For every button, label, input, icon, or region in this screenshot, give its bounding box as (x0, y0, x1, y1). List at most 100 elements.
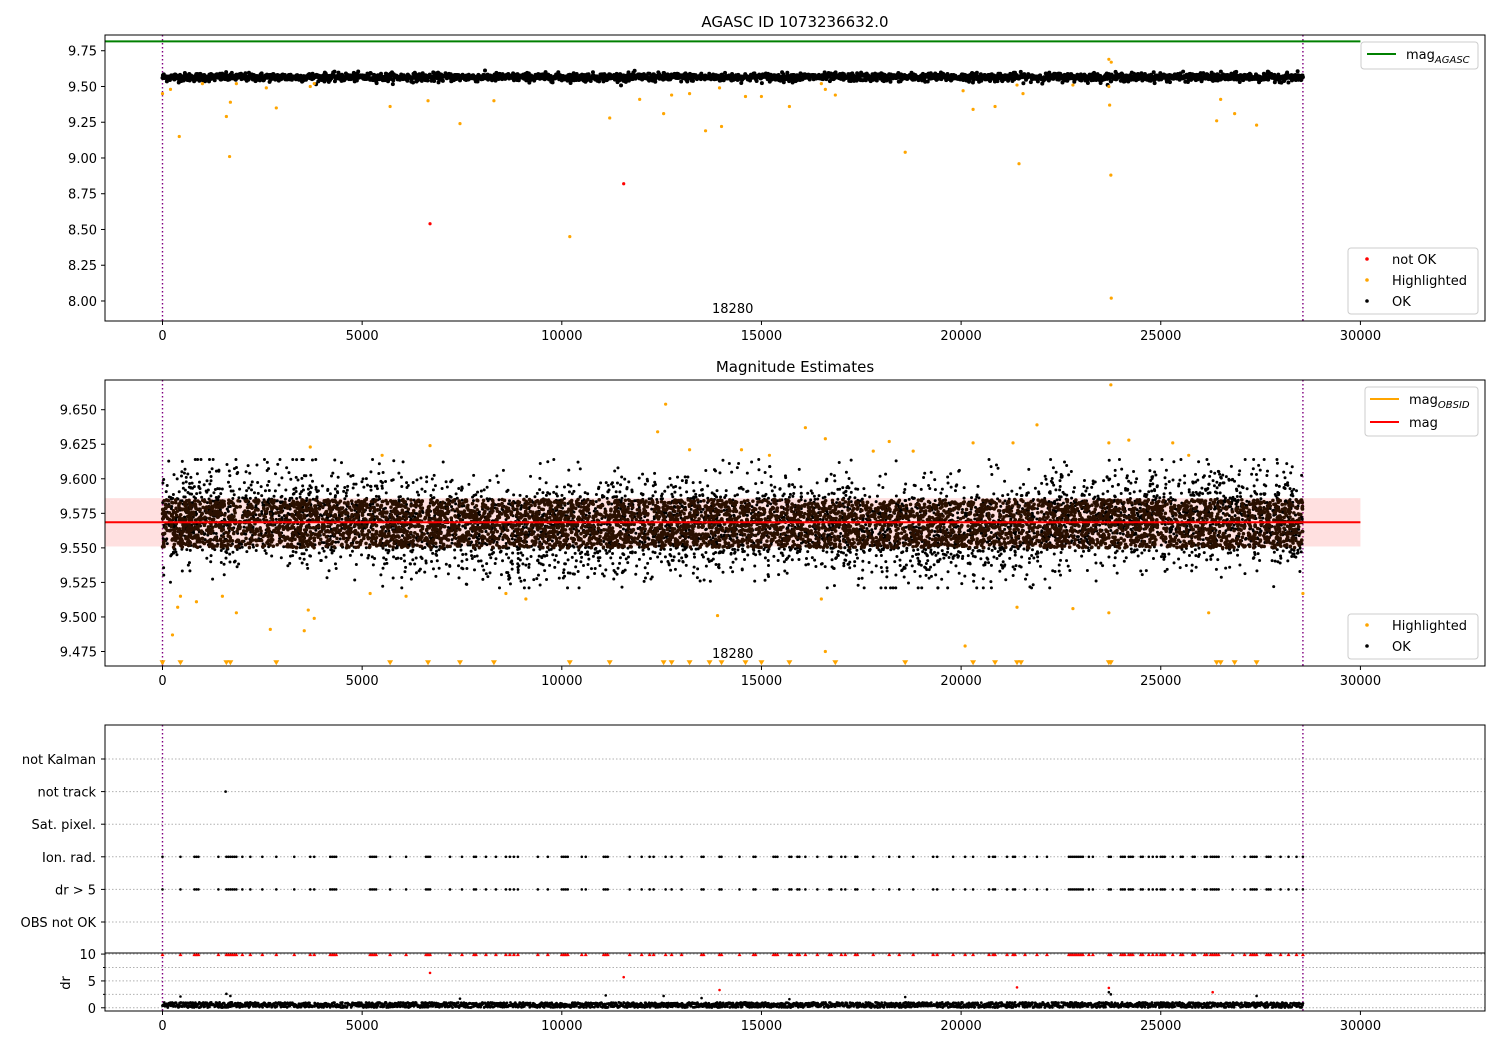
ok-point (833, 479, 837, 483)
ok-point (1181, 69, 1186, 74)
ok-point (279, 556, 283, 560)
ok-point (1139, 569, 1143, 573)
ok-point (390, 82, 395, 87)
ok-point (894, 459, 898, 463)
panel1-legend-top: magAGASC (1360, 41, 1479, 70)
ok-point (635, 564, 639, 568)
ok-point (1107, 458, 1111, 462)
ok-point (482, 568, 486, 572)
panel1-obsid-label: 18280 (712, 302, 753, 317)
ok-point (1057, 563, 1061, 567)
ok-point (874, 78, 879, 83)
highlighted-point (274, 106, 278, 110)
ok-point (669, 554, 673, 558)
ok-point (403, 559, 407, 563)
ok-point (509, 560, 513, 564)
ok-point (460, 559, 464, 563)
ok-point (344, 491, 348, 495)
ok-point (309, 473, 313, 477)
ok-point (642, 552, 646, 556)
ok-point (1112, 564, 1116, 568)
ok-point (164, 490, 168, 494)
ok-point (1050, 477, 1054, 481)
ok-point (332, 69, 337, 74)
ok-point (813, 497, 817, 501)
ok-point (578, 551, 582, 555)
ok-point (1201, 492, 1205, 496)
ok-point (1286, 483, 1290, 487)
ok-point (278, 457, 282, 461)
ok-point (392, 459, 396, 463)
ok-point (788, 548, 792, 552)
ok-point (919, 563, 923, 567)
panel1-title: AGASC ID 1073236632.0 (701, 13, 888, 31)
ok-point (685, 490, 689, 494)
not-ok-point (622, 182, 626, 186)
ok-point (641, 472, 645, 476)
ok-point (942, 556, 946, 560)
ok-point (1124, 556, 1128, 560)
ok-point (541, 491, 545, 495)
ok-point (976, 484, 980, 488)
ok-point (446, 572, 450, 576)
ok-point (1025, 573, 1029, 577)
ok-point (527, 586, 531, 590)
highlighted-point (971, 107, 975, 111)
ok-point (1207, 462, 1211, 466)
ok-point (1298, 569, 1302, 573)
ok-point (538, 476, 542, 480)
highlighted-point (1233, 112, 1237, 116)
ok-point (613, 469, 617, 473)
ok-point (1158, 496, 1162, 500)
ok-point (1057, 569, 1061, 573)
ok-point (994, 463, 998, 467)
ok-point (431, 567, 435, 571)
ok-point (384, 548, 388, 552)
ok-point (849, 458, 853, 462)
ok-point (706, 557, 710, 561)
ok-point (564, 551, 568, 555)
ok-point (754, 482, 758, 486)
ok-point (1202, 551, 1206, 555)
ok-point (1222, 481, 1226, 485)
ok-point (488, 571, 492, 575)
ok-point (1058, 498, 1062, 502)
ok-point (1252, 484, 1256, 488)
ok-point (1275, 461, 1279, 465)
ok-point (733, 550, 737, 554)
ok-point (1001, 560, 1005, 564)
highlighted-point (312, 82, 316, 86)
ok-point (1254, 473, 1258, 477)
ok-point (598, 556, 602, 560)
ok-point (232, 493, 236, 497)
ok-point (949, 485, 953, 489)
ok-point (879, 586, 883, 590)
ok-point (186, 491, 190, 495)
ok-point (538, 488, 542, 492)
ok-point (162, 478, 166, 482)
highlighted-point (1109, 296, 1113, 300)
highlighted-point (743, 94, 748, 99)
ok-point (1272, 550, 1276, 554)
ok-point (875, 494, 879, 498)
y-tick-label: 9.50 (68, 80, 97, 95)
ok-point (470, 557, 474, 561)
ok-point (680, 479, 684, 483)
ok-point (727, 461, 731, 465)
ok-point (219, 492, 223, 496)
y-tick-label: 9.75 (68, 45, 97, 60)
ok-point (625, 487, 629, 491)
ok-point (180, 459, 184, 463)
ok-point (934, 573, 938, 577)
ok-point (330, 474, 334, 478)
ok-point (300, 561, 304, 565)
ok-point (606, 483, 610, 487)
ok-point (331, 471, 335, 475)
y-tick-label: 8.75 (68, 188, 97, 203)
ok-point (351, 486, 355, 490)
ok-point (844, 493, 848, 497)
ok-point (792, 492, 796, 496)
ok-point (861, 568, 865, 572)
highlighted-point (1015, 83, 1019, 87)
ok-point (1168, 491, 1172, 495)
